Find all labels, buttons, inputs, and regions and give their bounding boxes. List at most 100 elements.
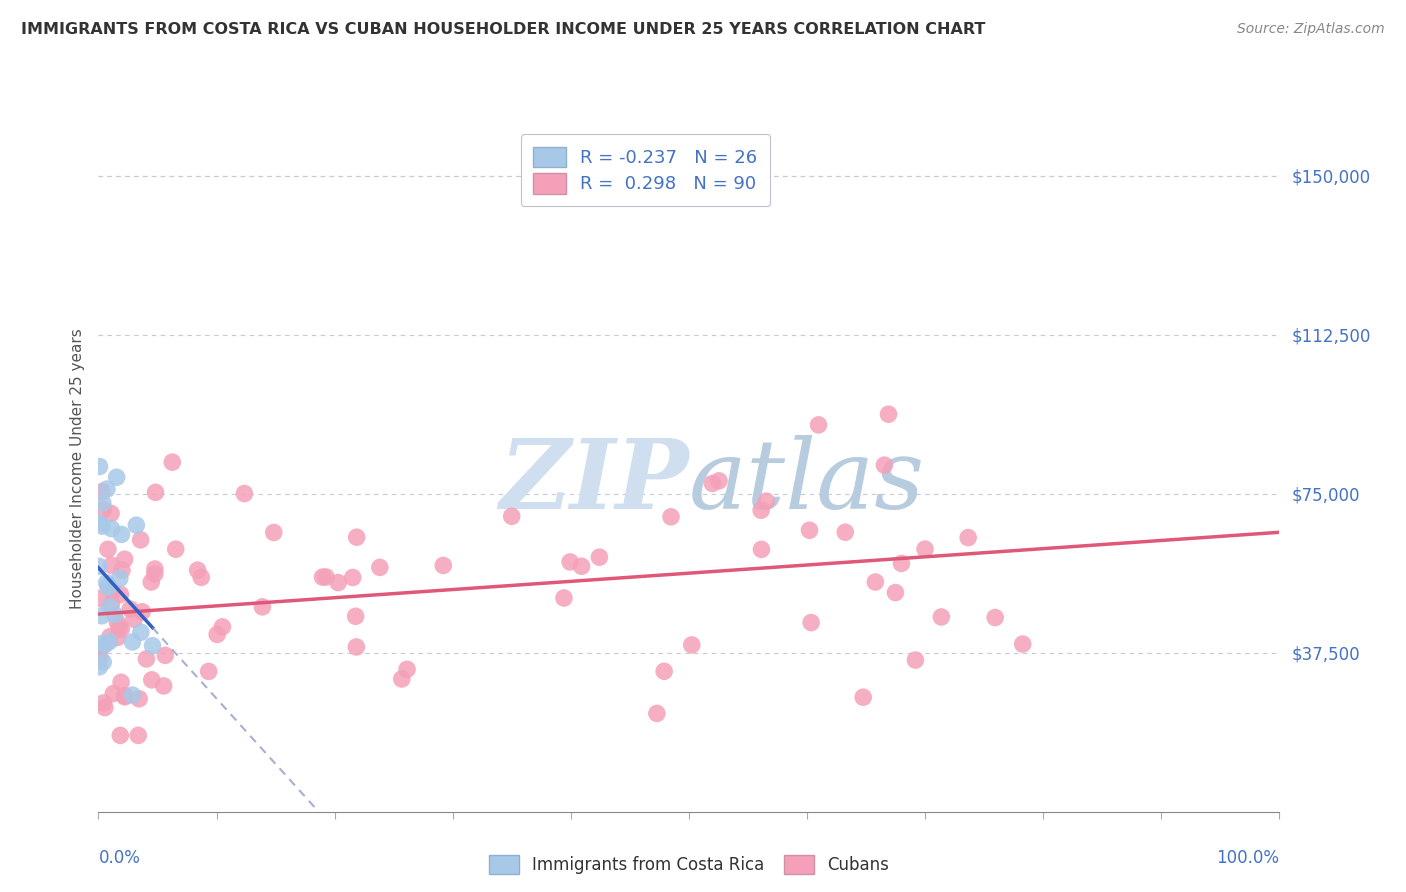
Point bbox=[121, 635, 143, 649]
Point bbox=[165, 542, 187, 557]
Point bbox=[141, 639, 163, 653]
Point bbox=[91, 496, 114, 510]
Point bbox=[89, 591, 111, 606]
Point bbox=[141, 673, 163, 687]
Point bbox=[107, 631, 129, 645]
Point bbox=[342, 570, 364, 584]
Point bbox=[432, 558, 454, 573]
Point bbox=[659, 509, 682, 524]
Point bbox=[89, 651, 111, 665]
Point bbox=[90, 608, 112, 623]
Point bbox=[135, 652, 157, 666]
Point bbox=[97, 580, 120, 594]
Point bbox=[110, 675, 132, 690]
Point bbox=[707, 474, 730, 488]
Point bbox=[94, 700, 117, 714]
Point bbox=[984, 610, 1007, 624]
Point bbox=[501, 509, 523, 524]
Legend: Immigrants from Costa Rica, Cubans: Immigrants from Costa Rica, Cubans bbox=[481, 847, 897, 882]
Point bbox=[155, 648, 177, 663]
Point bbox=[877, 407, 900, 421]
Point bbox=[105, 470, 128, 484]
Point bbox=[315, 570, 337, 584]
Point bbox=[96, 575, 118, 590]
Point bbox=[110, 623, 132, 637]
Point bbox=[571, 559, 593, 574]
Point bbox=[125, 518, 148, 533]
Point bbox=[143, 562, 166, 576]
Point bbox=[96, 482, 118, 496]
Point bbox=[162, 455, 184, 469]
Point bbox=[263, 525, 285, 540]
Point bbox=[652, 665, 675, 679]
Point bbox=[800, 615, 823, 630]
Point bbox=[110, 587, 132, 601]
Point bbox=[799, 523, 821, 537]
Point bbox=[87, 559, 110, 574]
Point bbox=[89, 637, 111, 651]
Point bbox=[914, 542, 936, 557]
Point bbox=[121, 688, 143, 702]
Point bbox=[702, 476, 724, 491]
Text: IMMIGRANTS FROM COSTA RICA VS CUBAN HOUSEHOLDER INCOME UNDER 25 YEARS CORRELATIO: IMMIGRANTS FROM COSTA RICA VS CUBAN HOUS… bbox=[21, 22, 986, 37]
Point bbox=[90, 484, 112, 499]
Point bbox=[553, 591, 575, 605]
Point bbox=[98, 634, 121, 648]
Point bbox=[111, 563, 134, 577]
Point bbox=[873, 458, 896, 472]
Point bbox=[128, 691, 150, 706]
Point bbox=[211, 620, 233, 634]
Point bbox=[98, 630, 121, 644]
Point bbox=[100, 507, 122, 521]
Point bbox=[91, 655, 114, 669]
Point bbox=[141, 574, 163, 589]
Point bbox=[93, 696, 115, 710]
Point bbox=[865, 574, 887, 589]
Point bbox=[852, 690, 875, 705]
Point bbox=[114, 689, 136, 703]
Point bbox=[129, 625, 152, 640]
Point bbox=[368, 560, 391, 574]
Point bbox=[311, 570, 333, 584]
Point bbox=[751, 542, 773, 557]
Point bbox=[110, 527, 132, 541]
Point bbox=[588, 550, 610, 565]
Point bbox=[145, 485, 167, 500]
Point bbox=[131, 605, 153, 619]
Point bbox=[558, 555, 581, 569]
Point bbox=[1011, 637, 1033, 651]
Point bbox=[93, 502, 115, 516]
Point bbox=[103, 687, 125, 701]
Point bbox=[328, 575, 350, 590]
Point bbox=[100, 558, 122, 573]
Point bbox=[681, 638, 703, 652]
Point bbox=[101, 584, 124, 599]
Y-axis label: Householder Income Under 25 years: Householder Income Under 25 years bbox=[69, 328, 84, 608]
Point bbox=[205, 627, 228, 641]
Text: ZIP: ZIP bbox=[499, 435, 689, 529]
Point bbox=[197, 665, 219, 679]
Text: 0.0%: 0.0% bbox=[98, 849, 141, 868]
Point bbox=[107, 615, 129, 630]
Point bbox=[103, 607, 125, 622]
Point bbox=[755, 494, 778, 508]
Point bbox=[94, 637, 117, 651]
Point bbox=[97, 579, 120, 593]
Point bbox=[391, 672, 413, 686]
Point bbox=[108, 621, 131, 635]
Point bbox=[114, 690, 136, 704]
Point bbox=[97, 542, 120, 557]
Point bbox=[190, 570, 212, 584]
Point bbox=[187, 563, 209, 577]
Point bbox=[890, 557, 912, 571]
Point bbox=[252, 599, 274, 614]
Point bbox=[122, 612, 145, 626]
Point bbox=[904, 653, 927, 667]
Point bbox=[108, 571, 131, 585]
Point bbox=[152, 679, 174, 693]
Text: atlas: atlas bbox=[689, 435, 925, 529]
Text: Source: ZipAtlas.com: Source: ZipAtlas.com bbox=[1237, 22, 1385, 37]
Point bbox=[100, 522, 122, 536]
Point bbox=[89, 516, 111, 530]
Point bbox=[645, 706, 668, 721]
